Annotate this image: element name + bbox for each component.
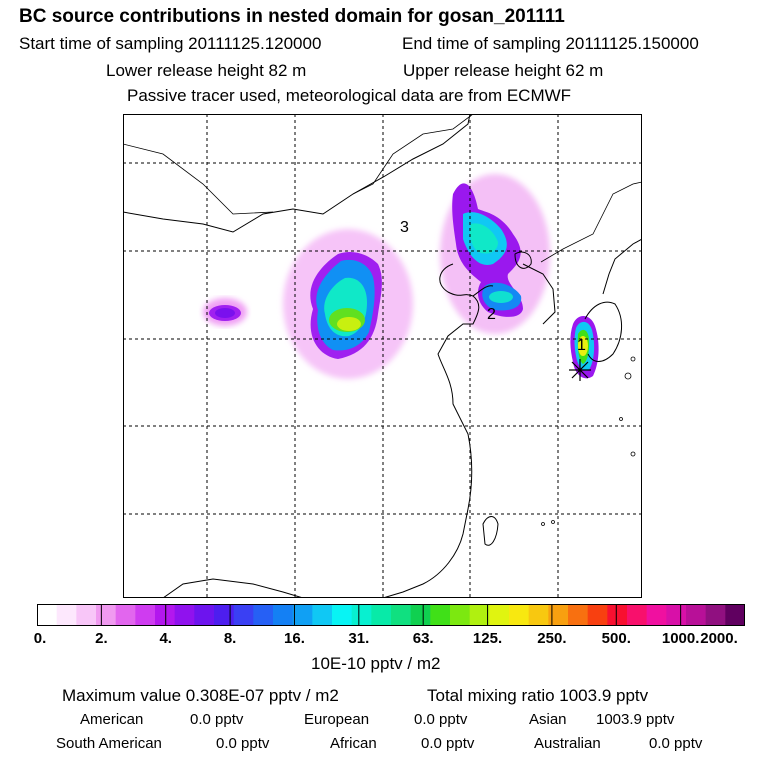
- colorbar-swatch: [273, 604, 294, 626]
- colorbar-swatch: [233, 604, 254, 626]
- colorbar-swatch: [391, 604, 412, 626]
- region-name: South American: [56, 735, 162, 752]
- colorbar-swatch: [96, 604, 117, 626]
- grid: [123, 114, 642, 598]
- map-label-3: 3: [400, 219, 409, 236]
- colorbar-tick-label: 125.: [472, 630, 503, 647]
- colorbar-swatch: [430, 604, 451, 626]
- start-time-label: Start time of sampling 20111125.120000: [19, 34, 322, 53]
- colorbar-swatch: [292, 604, 313, 626]
- max-value-label: Maximum value 0.308E-07 pptv / m2: [62, 686, 339, 705]
- region-name: African: [330, 735, 377, 752]
- colorbar-tick-label: 16.: [284, 630, 305, 647]
- total-mixing-ratio-label: Total mixing ratio 1003.9 pptv: [427, 686, 649, 705]
- colorbar-swatch: [568, 604, 589, 626]
- colorbar: [37, 604, 745, 626]
- lower-release-height: Lower release height 82 m: [106, 61, 307, 80]
- colorbar-swatch: [528, 604, 549, 626]
- colorbar-swatch: [76, 604, 97, 626]
- colorbar-swatch: [332, 604, 353, 626]
- colorbar-swatch: [253, 604, 274, 626]
- colorbar-swatch: [410, 604, 431, 626]
- colorbar-swatch: [548, 604, 569, 626]
- region-name: Asian: [529, 711, 567, 728]
- colorbar-swatch: [115, 604, 136, 626]
- region-name: European: [304, 711, 370, 728]
- colorbar-swatch: [371, 604, 392, 626]
- source-contribution-map: 3 2 1: [123, 114, 642, 598]
- colorbar-tick-label: 8.: [223, 630, 237, 647]
- map-label-2: 2: [487, 306, 496, 323]
- region-value: 0.0 pptv: [190, 711, 244, 728]
- map-label-1: 1: [577, 337, 586, 354]
- colorbar-tick-label: 250.: [537, 630, 567, 647]
- colorbar-swatch: [587, 604, 608, 626]
- colorbar-swatch: [686, 604, 707, 626]
- end-time-label: End time of sampling 20111125.150000: [402, 34, 699, 53]
- colorbar-swatch: [627, 604, 648, 626]
- colorbar-units: 10E-10 pptv / m2: [311, 654, 441, 673]
- colorbar-tick-label: 31.: [348, 630, 370, 647]
- colorbar-swatch: [489, 604, 510, 626]
- colorbar-swatch: [194, 604, 215, 626]
- colorbar-swatch: [135, 604, 156, 626]
- colorbar-tick-label: 500.: [601, 630, 631, 647]
- star-icon: [569, 359, 591, 381]
- coastline: [123, 114, 642, 598]
- upper-release-height: Upper release height 62 m: [403, 61, 604, 80]
- map-frame: [123, 114, 642, 598]
- colorbar-tick-label: 2.: [95, 630, 108, 647]
- region-name: American: [80, 711, 144, 728]
- colorbar-tick-label: 2000.: [700, 630, 738, 647]
- colorbar-swatch: [666, 604, 687, 626]
- islands: [541, 356, 636, 526]
- colorbar-swatch: [56, 604, 77, 626]
- region-value: 0.0 pptv: [421, 735, 475, 752]
- colorbar-swatch: [705, 604, 726, 626]
- region-value: 0.0 pptv: [414, 711, 468, 728]
- plume-field: [203, 174, 599, 379]
- region-value: 1003.9 pptv: [596, 711, 675, 728]
- colorbar-swatch: [37, 604, 58, 626]
- colorbar-swatch: [469, 604, 490, 626]
- region-name: Australian: [534, 735, 601, 752]
- colorbar-tick-label: 0.: [33, 630, 47, 647]
- plot-title: BC source contributions in nested domain…: [19, 6, 565, 27]
- colorbar-swatch: [725, 604, 745, 626]
- colorbar-swatch: [155, 604, 176, 626]
- colorbar-swatch: [509, 604, 530, 626]
- colorbar-swatch: [646, 604, 667, 626]
- country-borders: [123, 114, 642, 263]
- colorbar-tick-label: 4.: [159, 630, 172, 647]
- colorbar-swatch: [351, 604, 372, 626]
- colorbar-tick-label: 1000.: [661, 630, 700, 647]
- colorbar-swatch: [174, 604, 195, 626]
- colorbar-swatch: [607, 604, 628, 626]
- colorbar-swatch: [312, 604, 333, 626]
- region-value: 0.0 pptv: [649, 735, 703, 752]
- colorbar-frame: [37, 604, 745, 626]
- colorbar-swatch: [450, 604, 471, 626]
- colorbar-swatch: [214, 604, 235, 626]
- colorbar-tick-label: 63.: [412, 630, 434, 647]
- region-value: 0.0 pptv: [216, 735, 270, 752]
- tracer-note: Passive tracer used, meteorological data…: [127, 86, 572, 105]
